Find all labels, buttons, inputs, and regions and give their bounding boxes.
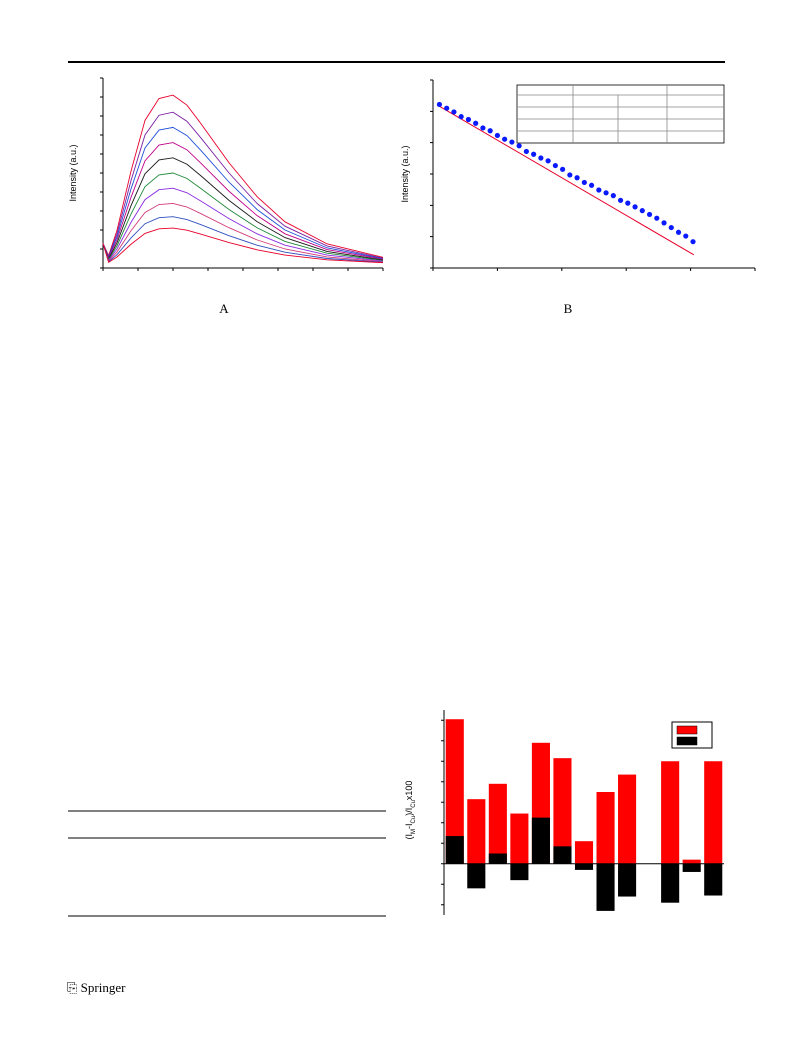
y-label-part: (I bbox=[404, 834, 414, 840]
data-point bbox=[639, 208, 645, 214]
data-point bbox=[552, 162, 558, 169]
data-point bbox=[683, 233, 689, 239]
data-point bbox=[502, 136, 508, 142]
data-point bbox=[668, 224, 674, 231]
fit-line bbox=[439, 105, 695, 256]
y-label-part: )/I bbox=[404, 808, 414, 816]
data-point bbox=[531, 151, 537, 157]
bar bbox=[574, 863, 594, 870]
legend-swatch bbox=[676, 725, 698, 735]
bar bbox=[682, 859, 701, 864]
bar bbox=[553, 758, 572, 864]
table-rules bbox=[68, 810, 386, 917]
data-point bbox=[509, 139, 515, 145]
y-axis-label: (IM-ICu)/ICux100 bbox=[404, 781, 417, 840]
data-point bbox=[661, 220, 667, 226]
bar bbox=[596, 863, 615, 911]
bar bbox=[682, 863, 701, 872]
spectrum-line bbox=[102, 157, 384, 261]
spectrum-line bbox=[102, 187, 384, 262]
y-label-part: x100 bbox=[404, 781, 414, 801]
data-point bbox=[458, 114, 464, 120]
data-point bbox=[588, 182, 595, 188]
data-point bbox=[632, 204, 638, 210]
data-point bbox=[654, 215, 660, 221]
bar bbox=[661, 761, 680, 864]
spectrum-line bbox=[102, 227, 384, 264]
data-point bbox=[436, 101, 443, 108]
data-point bbox=[451, 109, 457, 115]
bar bbox=[510, 813, 529, 864]
bar bbox=[467, 799, 486, 864]
y-axis-label: Intensity (a.u.) bbox=[400, 145, 410, 202]
y-label-part: M bbox=[411, 829, 417, 834]
y-label-part: -I bbox=[404, 823, 414, 829]
bar bbox=[704, 863, 723, 896]
data-point bbox=[545, 158, 551, 164]
y-label-part: Cu bbox=[411, 800, 417, 808]
bar bbox=[553, 846, 572, 864]
spectrum-line bbox=[102, 94, 384, 258]
data-point bbox=[625, 200, 631, 206]
data-point bbox=[646, 211, 653, 218]
data-point bbox=[675, 229, 682, 235]
bar bbox=[574, 841, 594, 864]
data-point bbox=[516, 143, 522, 149]
spectrum-line bbox=[102, 126, 384, 260]
spectrum-line bbox=[102, 142, 384, 260]
data-point bbox=[560, 166, 566, 172]
data-point bbox=[480, 125, 486, 131]
data-point bbox=[617, 197, 624, 203]
bar bbox=[510, 863, 529, 881]
bar bbox=[445, 719, 464, 864]
legend-swatch bbox=[676, 736, 698, 746]
data-point bbox=[610, 193, 616, 199]
bar bbox=[488, 783, 507, 864]
data-point bbox=[487, 128, 493, 134]
publisher-logo: ⎘ Springer bbox=[67, 980, 126, 995]
bar bbox=[531, 817, 550, 864]
spectrum-line bbox=[102, 111, 384, 259]
bar bbox=[618, 863, 637, 897]
data-point bbox=[523, 148, 529, 155]
data-point bbox=[473, 120, 479, 126]
panel-caption: B bbox=[564, 301, 573, 316]
data-point bbox=[465, 116, 472, 123]
data-point bbox=[494, 132, 500, 139]
data-point bbox=[574, 175, 580, 181]
spectrum-line bbox=[102, 172, 384, 262]
y-label-part: Cu bbox=[411, 816, 417, 824]
bar bbox=[596, 792, 615, 864]
inset-table bbox=[516, 84, 725, 144]
spectrum-line bbox=[102, 216, 384, 263]
bar bbox=[445, 836, 464, 864]
data-point bbox=[603, 190, 609, 196]
bar bbox=[618, 774, 637, 864]
bar bbox=[467, 863, 486, 889]
bar bbox=[661, 863, 680, 903]
data-point bbox=[596, 187, 602, 193]
data-point bbox=[581, 179, 587, 186]
spectrum-line bbox=[102, 202, 384, 263]
bar bbox=[488, 853, 507, 864]
data-point bbox=[444, 105, 450, 111]
data-point bbox=[690, 239, 696, 245]
bar bbox=[704, 761, 723, 864]
y-axis-label: Intensity (a.u.) bbox=[68, 144, 78, 201]
data-point bbox=[538, 155, 544, 161]
panel-caption: A bbox=[219, 301, 229, 316]
data-point bbox=[567, 172, 573, 178]
